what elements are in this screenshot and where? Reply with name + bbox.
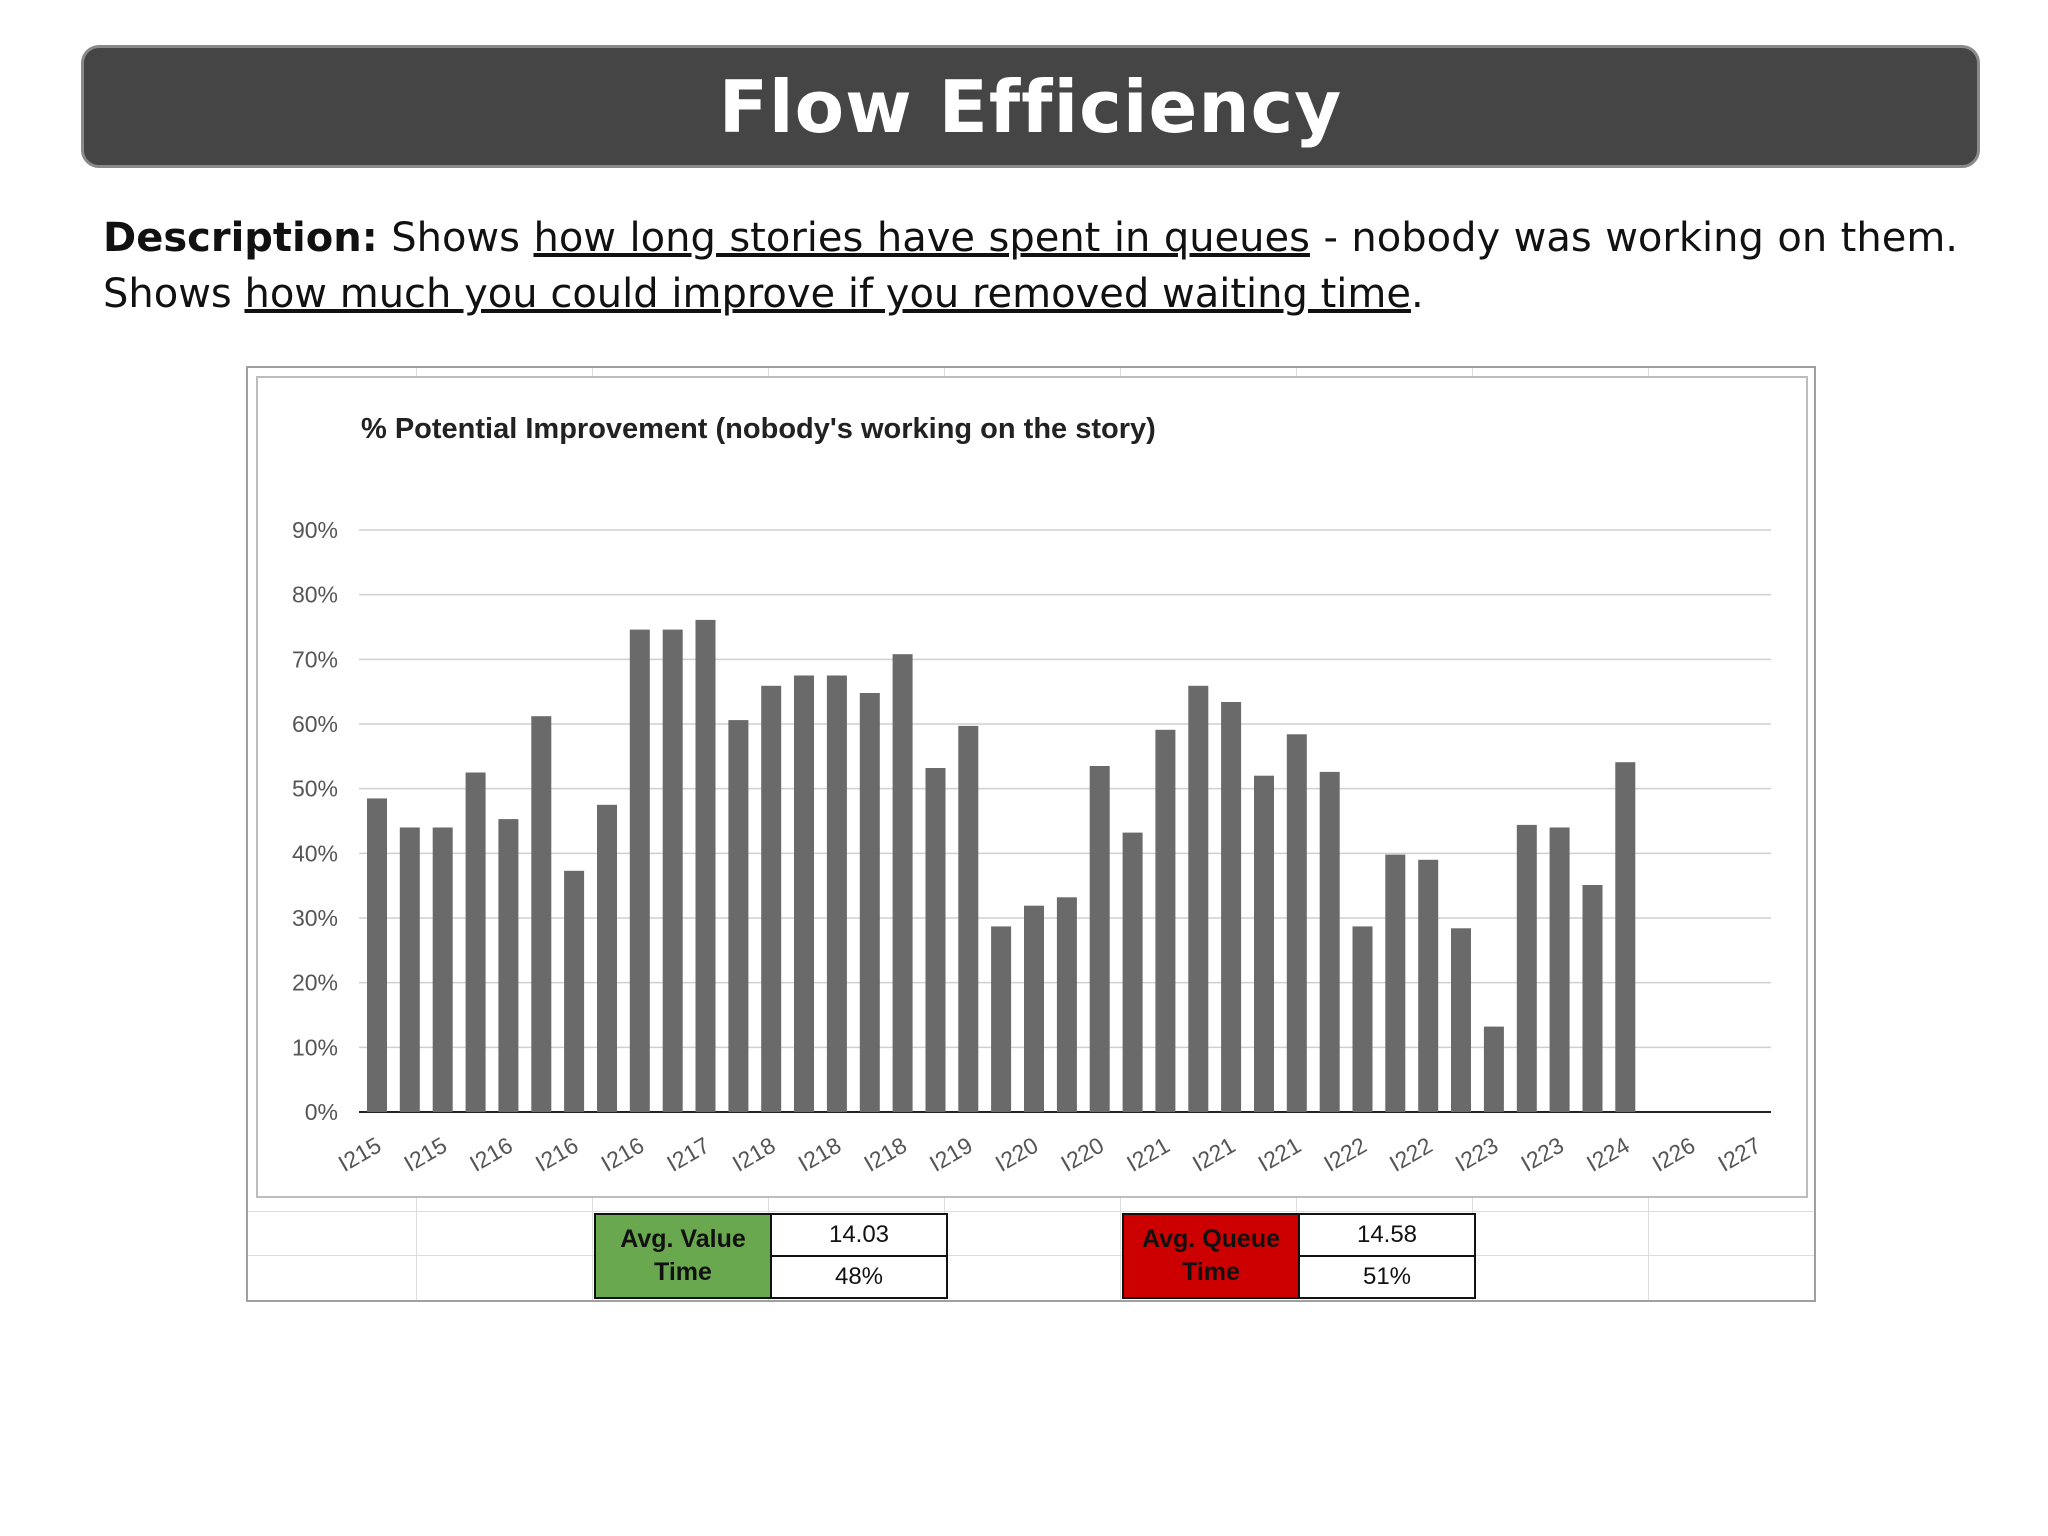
bar bbox=[925, 768, 946, 1112]
bar bbox=[1286, 734, 1307, 1112]
spreadsheet-area: % Potential Improvement (nobody's workin… bbox=[246, 366, 1816, 1302]
x-tick-label: I222 bbox=[1385, 1132, 1437, 1177]
x-tick-label: I218 bbox=[794, 1132, 846, 1177]
description-text-3: . bbox=[1410, 271, 1424, 317]
x-tick-label: I223 bbox=[1451, 1132, 1503, 1177]
bar bbox=[531, 716, 552, 1112]
bar bbox=[892, 654, 913, 1112]
description: Description: Shows how long stories have… bbox=[103, 210, 1958, 322]
x-tick-label: I216 bbox=[597, 1132, 649, 1177]
bar bbox=[498, 819, 519, 1112]
bar bbox=[1056, 897, 1077, 1112]
bar bbox=[728, 720, 749, 1112]
y-tick-label: 70% bbox=[292, 646, 338, 672]
bar bbox=[1615, 762, 1636, 1112]
y-tick-label: 40% bbox=[292, 840, 338, 866]
avg-queue-time-label: Avg. Queue Time bbox=[1122, 1213, 1300, 1299]
avg-queue-time-value: 14.58 bbox=[1298, 1213, 1476, 1257]
description-label: Description: bbox=[103, 215, 378, 261]
page-title: Flow Efficiency bbox=[718, 64, 1343, 149]
x-tick-label: I217 bbox=[662, 1132, 714, 1177]
bar bbox=[1319, 771, 1340, 1112]
description-underline-1: how long stories have spent in queues bbox=[533, 215, 1310, 261]
chart: % Potential Improvement (nobody's workin… bbox=[256, 376, 1808, 1198]
x-tick-label: I221 bbox=[1122, 1132, 1174, 1177]
bar bbox=[597, 804, 617, 1112]
x-tick-label: I215 bbox=[334, 1132, 386, 1177]
x-tick-label: I218 bbox=[859, 1132, 911, 1177]
bar bbox=[629, 629, 650, 1112]
bar bbox=[1155, 729, 1176, 1112]
x-tick-label: I226 bbox=[1648, 1132, 1700, 1177]
y-tick-label: 10% bbox=[292, 1034, 338, 1060]
bar bbox=[1254, 775, 1274, 1112]
bar bbox=[465, 772, 486, 1112]
bar bbox=[1089, 766, 1110, 1112]
x-tick-label: I220 bbox=[1056, 1132, 1108, 1177]
x-tick-label: I220 bbox=[991, 1132, 1043, 1177]
x-tick-label: I216 bbox=[531, 1132, 583, 1177]
bar bbox=[662, 629, 683, 1112]
x-tick-label: I222 bbox=[1319, 1132, 1371, 1177]
avg-value-time-percent: 48% bbox=[770, 1255, 948, 1299]
bar bbox=[1352, 926, 1373, 1112]
bar bbox=[564, 870, 585, 1112]
y-tick-label: 0% bbox=[305, 1099, 338, 1125]
bar bbox=[794, 675, 814, 1112]
bar bbox=[1385, 854, 1406, 1112]
bar bbox=[1451, 928, 1471, 1112]
chart-svg: % Potential Improvement (nobody's workin… bbox=[292, 413, 1771, 1177]
y-tick-label: 60% bbox=[292, 711, 338, 737]
bar bbox=[761, 685, 782, 1112]
bar bbox=[826, 675, 847, 1112]
x-tick-label: I215 bbox=[399, 1132, 451, 1177]
x-tick-label: I221 bbox=[1188, 1132, 1240, 1177]
y-tick-label: 80% bbox=[292, 582, 338, 608]
bar bbox=[991, 926, 1012, 1112]
y-tick-label: 90% bbox=[292, 517, 338, 543]
bar bbox=[958, 725, 979, 1112]
title-bar: Flow Efficiency bbox=[81, 45, 1980, 168]
x-tick-label: I227 bbox=[1713, 1132, 1765, 1177]
bar bbox=[1188, 685, 1209, 1112]
x-axis-ticks: I215 I215 I216 I216 I216 I217 I218 I218 I218 I219… bbox=[334, 1132, 1765, 1177]
bar bbox=[1418, 859, 1439, 1112]
x-tick-label: I219 bbox=[925, 1132, 977, 1177]
x-tick-label: I218 bbox=[728, 1132, 780, 1177]
bar bbox=[1122, 832, 1143, 1112]
bar bbox=[1516, 824, 1537, 1112]
x-tick-label: I224 bbox=[1582, 1132, 1634, 1177]
description-text-1: Shows bbox=[377, 215, 534, 261]
bar bbox=[1549, 827, 1570, 1112]
bar bbox=[399, 827, 420, 1112]
chart-bars bbox=[367, 619, 1636, 1112]
bar bbox=[1582, 885, 1603, 1112]
sheet-gridline bbox=[248, 1211, 1814, 1212]
x-tick-label: I221 bbox=[1254, 1132, 1306, 1177]
description-underline-2: how much you could improve if you remove… bbox=[244, 271, 1411, 317]
avg-queue-time-percent: 51% bbox=[1298, 1255, 1476, 1299]
avg-value-time-label: Avg. Value Time bbox=[594, 1213, 772, 1299]
bar bbox=[367, 798, 387, 1112]
bar bbox=[1024, 905, 1044, 1112]
bar bbox=[1221, 702, 1242, 1112]
y-tick-label: 50% bbox=[292, 776, 338, 802]
avg-value-time-value: 14.03 bbox=[770, 1213, 948, 1257]
sheet-gridline bbox=[248, 1255, 1814, 1256]
y-tick-label: 20% bbox=[292, 970, 338, 996]
bar bbox=[432, 827, 453, 1112]
y-tick-label: 30% bbox=[292, 905, 338, 931]
x-tick-label: I223 bbox=[1516, 1132, 1568, 1177]
bar bbox=[859, 693, 880, 1112]
description-text-2: - nobody was working on them. Shows bbox=[103, 215, 1958, 317]
chart-title: % Potential Improvement (nobody's workin… bbox=[361, 413, 1156, 445]
bar bbox=[695, 619, 716, 1112]
bar bbox=[1483, 1026, 1504, 1112]
x-tick-label: I216 bbox=[465, 1132, 517, 1177]
y-axis-ticks: 0% 10% 20% 30% 40% 50% 60% 70% 80% 90% bbox=[292, 517, 338, 1125]
